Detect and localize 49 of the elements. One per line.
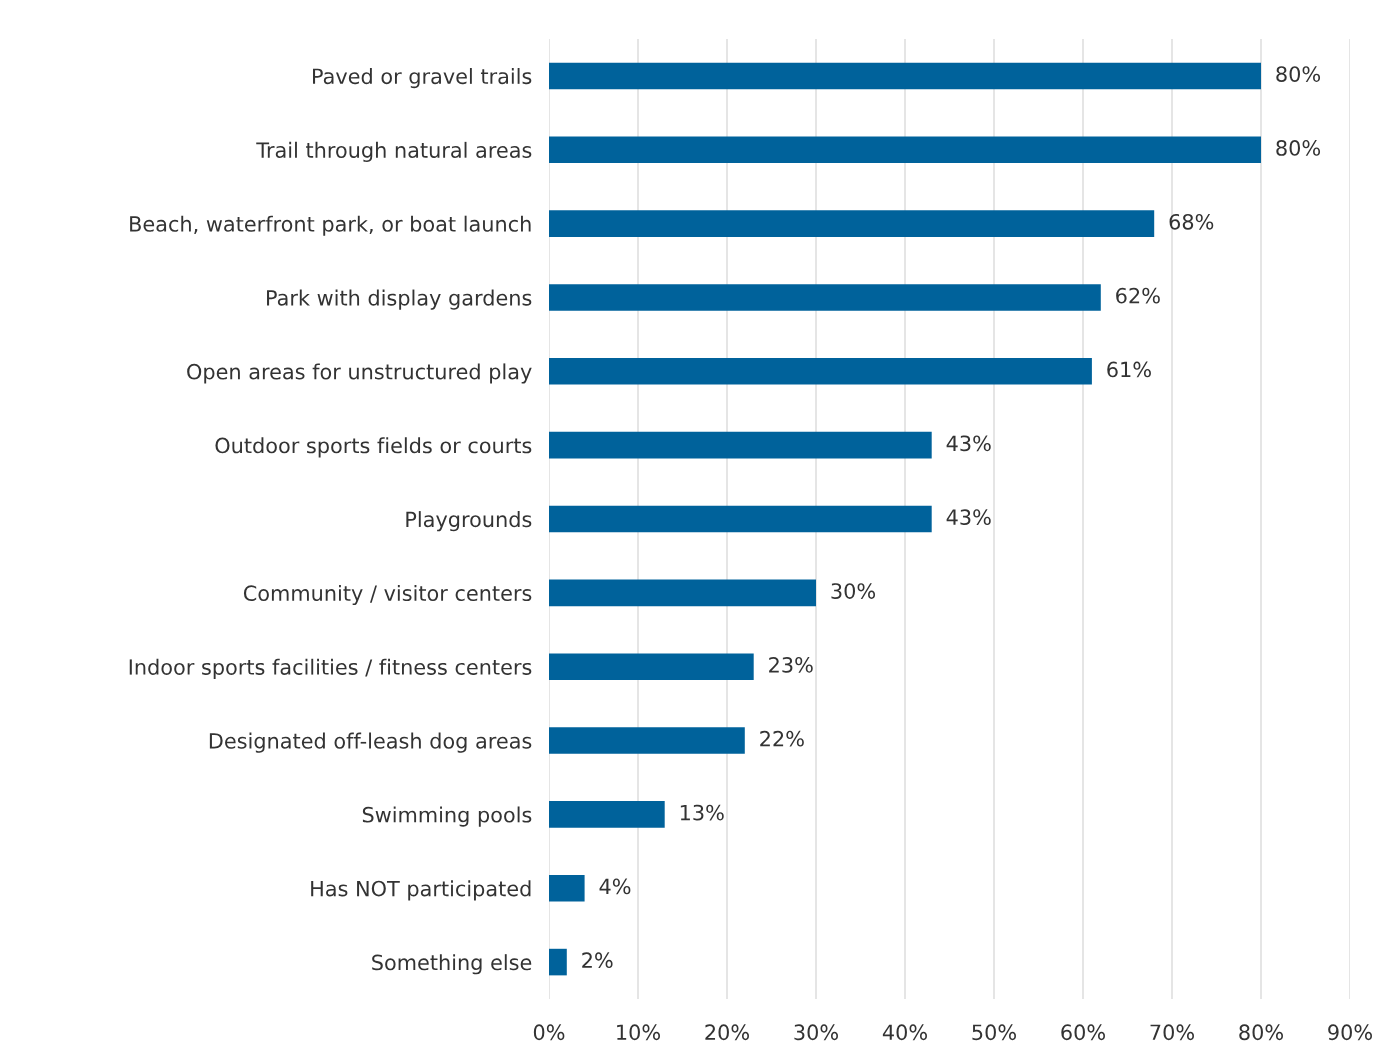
y-tick-label: Beach, waterfront park, or boat launch (130, 215, 531, 236)
data-label: 23% (769, 656, 813, 673)
bar (549, 727, 745, 754)
x-tick-label: 30% (794, 1024, 838, 1041)
data-label: 80% (1276, 140, 1321, 156)
data-label: 43% (946, 435, 991, 452)
x-tick-label: 0% (533, 1024, 565, 1041)
bar (549, 358, 1092, 385)
bar (549, 431, 932, 459)
x-tick-label: 60% (1061, 1024, 1105, 1041)
bar (549, 62, 1261, 90)
y-tick-label: Swimming pools (362, 806, 532, 827)
bar (549, 505, 932, 533)
bar (549, 948, 567, 976)
bar (549, 653, 754, 680)
data-label: 80% (1276, 66, 1321, 82)
bar (549, 874, 585, 902)
data-label: 4% (599, 878, 631, 895)
x-tick-label: 20% (705, 1024, 749, 1041)
x-tick-label: 70% (1150, 1024, 1194, 1041)
bar (549, 801, 665, 828)
bar (549, 210, 1155, 237)
x-tick-label: 80% (1239, 1024, 1283, 1041)
data-label: 68% (1169, 213, 1214, 230)
x-tick-label: 90% (1328, 1024, 1372, 1041)
x-tick-label: 50% (972, 1024, 1016, 1041)
bar (549, 284, 1101, 311)
data-label: 22% (760, 730, 804, 747)
y-tick-label: Has NOT participated (311, 880, 531, 901)
bar (549, 136, 1261, 164)
data-label: 13% (680, 804, 724, 821)
x-tick-label: 40% (882, 1024, 927, 1041)
y-tick-label: Paved or gravel trails (313, 68, 532, 89)
y-tick-label: Community / visitor centers (243, 584, 532, 606)
data-label: 43% (946, 509, 991, 526)
data-label: 30% (831, 583, 876, 599)
data-label: 62% (1116, 287, 1160, 304)
bar (549, 579, 816, 607)
y-tick-label: Playgrounds (406, 511, 532, 532)
data-label: 2% (582, 952, 613, 969)
y-tick-label: Park with display gardens (267, 289, 532, 310)
y-tick-label: Outdoor sports fields or courts (215, 437, 532, 458)
data-label: 61% (1107, 361, 1151, 378)
y-tick-label: Trail through natural areas (256, 141, 532, 163)
y-tick-label: Open areas for unstructured play (187, 363, 532, 384)
y-tick-label: Designated off-leash dog areas (209, 732, 532, 753)
y-tick-label: Indoor sports facilities / fitness centers (129, 658, 532, 679)
y-tick-label: Something else (372, 954, 532, 975)
x-tick-label: 10% (617, 1024, 660, 1041)
